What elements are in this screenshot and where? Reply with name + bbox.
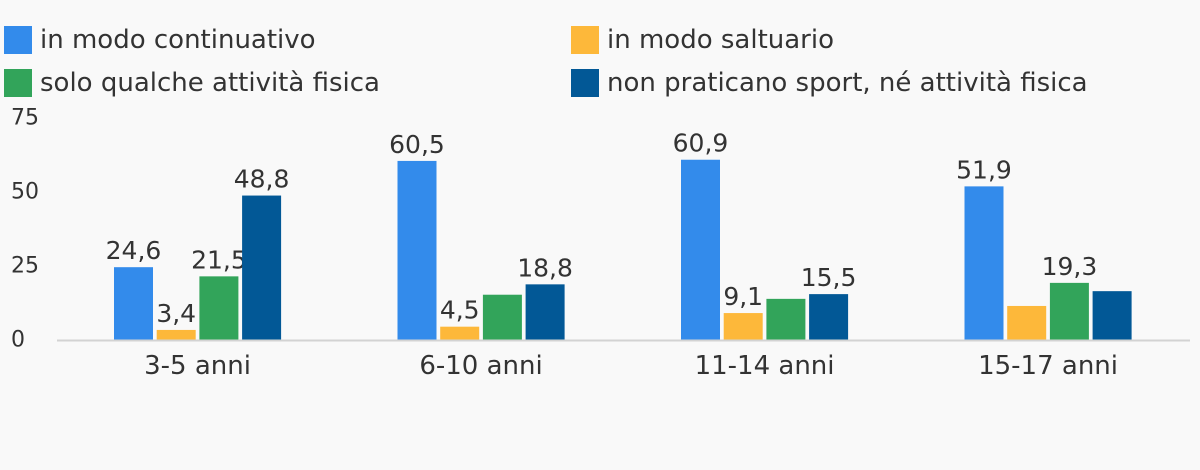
data-label: 51,9 xyxy=(956,155,1012,184)
y-tick-label: 50 xyxy=(11,180,39,205)
data-label: 21,5 xyxy=(191,245,247,274)
bar xyxy=(809,294,849,340)
bar xyxy=(723,313,763,340)
bar xyxy=(440,326,480,340)
x-category-label: 15-17 anni xyxy=(978,351,1118,381)
bar xyxy=(156,329,196,340)
legend-label-continuativo: in modo continuativo xyxy=(40,25,316,55)
data-label: 24,6 xyxy=(106,236,162,265)
bar xyxy=(114,267,153,340)
legend-swatch-continuativo xyxy=(4,26,32,54)
bar xyxy=(482,294,522,340)
data-label: 18,8 xyxy=(517,253,573,282)
y-tick-label: 75 xyxy=(11,106,39,131)
x-category-label: 3-5 anni xyxy=(144,351,251,381)
data-label: 19,3 xyxy=(1042,252,1098,281)
legend-item-continuativo: in modo continuativo xyxy=(4,24,316,56)
data-label: 60,9 xyxy=(673,129,729,158)
y-tick-label: 0 xyxy=(11,328,25,353)
legend-label-saltuario: in modo saltuario xyxy=(607,25,835,55)
bar xyxy=(199,276,239,340)
x-category-label: 6-10 anni xyxy=(419,351,542,381)
data-label: 4,5 xyxy=(440,296,480,325)
data-label: 48,8 xyxy=(234,165,290,194)
legend-item-qualche-attivita: solo qualche attività fisica xyxy=(4,67,380,99)
bar xyxy=(1007,305,1047,340)
bar xyxy=(766,298,806,340)
y-tick-label: 25 xyxy=(11,254,39,279)
legend-label-qualche-attivita: solo qualche attività fisica xyxy=(40,68,380,98)
bar xyxy=(681,159,720,340)
data-label: 9,1 xyxy=(723,282,763,311)
legend-item-saltuario: in modo saltuario xyxy=(571,24,834,56)
bar xyxy=(242,195,282,340)
x-category-label: 11-14 anni xyxy=(695,351,835,381)
bar xyxy=(1049,282,1089,340)
bar xyxy=(525,284,565,340)
bar xyxy=(964,186,1004,340)
legend-item-non-praticano: non praticano sport, né attività fisica xyxy=(571,67,1088,99)
legend-swatch-non-praticano xyxy=(571,69,599,97)
data-label: 60,5 xyxy=(389,130,445,159)
legend-swatch-saltuario xyxy=(571,26,599,54)
legend-swatch-qualche-attivita xyxy=(4,69,32,97)
data-label: 15,5 xyxy=(801,263,857,292)
chart-legend: in modo continuativo in modo saltuario s… xyxy=(0,0,1200,110)
bar xyxy=(1092,291,1132,340)
data-label: 3,4 xyxy=(156,299,196,328)
bar xyxy=(397,160,437,340)
legend-label-non-praticano: non praticano sport, né attività fisica xyxy=(607,68,1088,98)
